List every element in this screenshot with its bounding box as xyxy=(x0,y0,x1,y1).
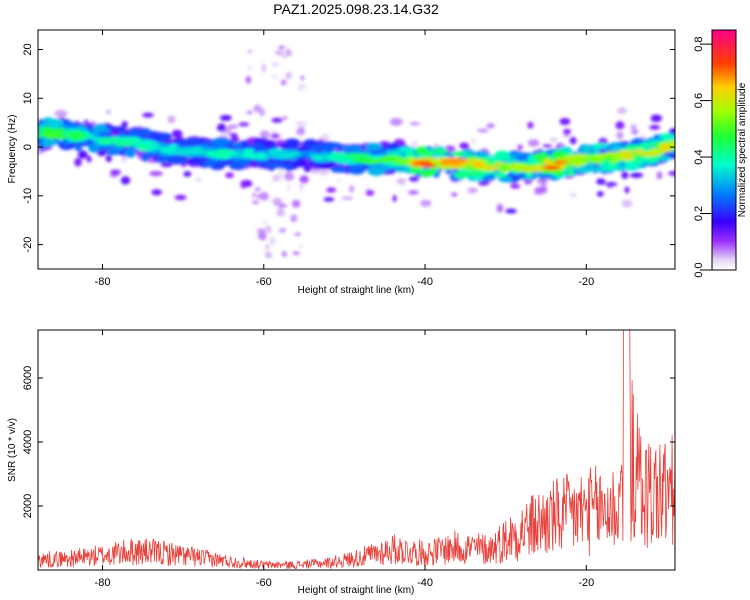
y-tick-label: 4000 xyxy=(22,430,34,454)
colorbar: 0.0 0.2 0.4 0.6 0.8 Normalized spectral ampl… xyxy=(693,29,748,278)
y-tick-label: 6000 xyxy=(22,366,34,390)
colorbar-label: Normalized spectral amplitude xyxy=(737,82,748,217)
x-tick-label: -20 xyxy=(578,577,594,589)
snr-y-ticks: 2000 4000 6000 xyxy=(22,366,675,518)
spectrogram-frame xyxy=(37,29,676,270)
x-tick-label: -20 xyxy=(578,276,594,288)
spectrogram-y-ticks: -20 -10 0 10 20 xyxy=(22,43,675,253)
y-tick-label: 0 xyxy=(22,144,34,150)
snr-x-ticks: -80 -60 -40 -20 xyxy=(95,330,594,589)
x-tick-label: -80 xyxy=(95,577,111,589)
y-tick-label: 10 xyxy=(22,92,34,104)
colorbar-tick-label: 0.6 xyxy=(693,93,705,108)
snr-xlabel: Height of straight line (km) xyxy=(298,585,415,596)
snr-series-line xyxy=(38,330,675,570)
y-tick-label: -10 xyxy=(22,188,34,204)
chart-title: PAZ1.2025.098.23.14.G32 xyxy=(273,1,439,17)
x-tick-label: -80 xyxy=(95,276,111,288)
colorbar-gradient xyxy=(711,29,737,271)
spectrogram-x-ticks: -80 -60 -40 -20 xyxy=(95,30,594,288)
snr-panel: -80 -60 -40 -20 2000 4000 6000 Height of stra… xyxy=(7,329,676,596)
spectrogram-panel: -80 -60 -40 -20 -20 -10 0 10 20 Height of strai… xyxy=(7,29,676,296)
colorbar-tick-label: 0.0 xyxy=(693,262,705,277)
colorbar-tick-label: 0.8 xyxy=(693,36,705,51)
x-tick-label: -60 xyxy=(256,276,272,288)
snr-frame xyxy=(37,329,676,571)
y-tick-label: -20 xyxy=(22,237,34,253)
x-tick-label: -60 xyxy=(256,577,272,589)
snr-ylabel: SNR (10 * v/v) xyxy=(7,418,18,482)
colorbar-tick-label: 0.4 xyxy=(693,149,705,164)
y-tick-label: 20 xyxy=(22,43,34,55)
x-tick-label: -40 xyxy=(417,276,433,288)
spectrogram-xlabel: Height of straight line (km) xyxy=(298,285,415,296)
colorbar-tick-label: 0.2 xyxy=(693,206,705,221)
spectrogram-heatmap xyxy=(38,45,675,259)
spectrogram-ylabel: Frequency (Hz) xyxy=(7,115,18,184)
y-tick-label: 2000 xyxy=(22,494,34,518)
colorbar-ticks: 0.0 0.2 0.4 0.6 0.8 xyxy=(693,36,712,278)
x-tick-label: -40 xyxy=(417,577,433,589)
